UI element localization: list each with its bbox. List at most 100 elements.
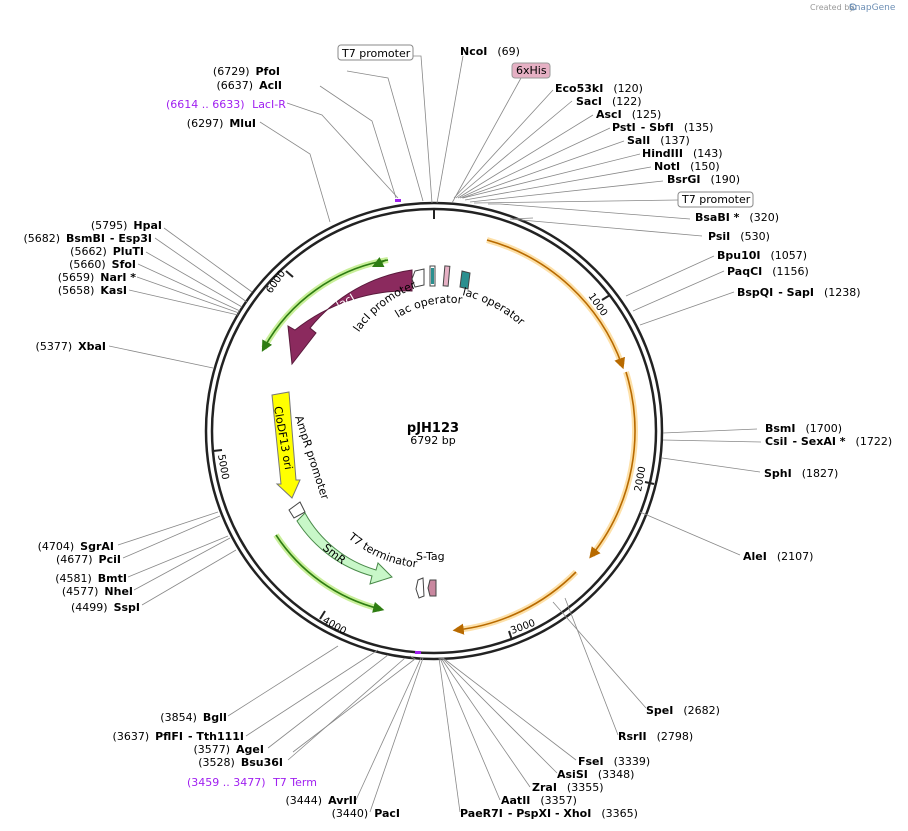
site-label-mlui[interactable]: (6297) MluI [187, 117, 256, 130]
site-pos: (3357) [540, 794, 577, 807]
site-label-sali[interactable]: SalI (137) [627, 134, 690, 147]
leader-lines [108, 55, 762, 813]
site-name: BspQI [737, 286, 773, 299]
site-label-xbai[interactable]: (5377) XbaI [36, 340, 106, 353]
site-label-bsmbi[interactable]: (5682) BsmBI - Esp3I [23, 232, 152, 245]
site-label-sphi[interactable]: SphI (1827) [764, 467, 838, 480]
site-label-paci[interactable]: (3440) PacI [332, 807, 400, 820]
site-label-hpai[interactable]: (5795) HpaI [91, 219, 162, 232]
site-pos: (190) [710, 173, 740, 186]
site-name: SspI [114, 601, 140, 614]
site-pos: (1156) [772, 265, 809, 278]
orf-orange-3[interactable] [452, 569, 579, 635]
site-pos: (3440) [332, 807, 369, 820]
site-label-sfoi[interactable]: (5660) SfoI [69, 258, 136, 271]
site-label-eco53ki[interactable]: Eco53kI (120) [555, 82, 643, 95]
site-name: RsrII [618, 730, 647, 743]
site-label-spei[interactable]: SpeI (2682) [646, 704, 720, 717]
t7-promoter-right-box[interactable]: T7 promoter [677, 191, 754, 208]
ampr-promoter-label: AmpR promoter [292, 414, 332, 502]
site-pos: (2682) [683, 704, 720, 717]
brand-logo: SnapGene [849, 3, 896, 13]
site-label-asci[interactable]: AscI (125) [596, 108, 661, 121]
primer-laci-r-mark[interactable] [395, 199, 401, 202]
site-label-asisi[interactable]: AsiSI (3348) [557, 768, 634, 781]
site-label-bmti[interactable]: (4581) BmtI [55, 572, 127, 585]
site-label-aatii[interactable]: AatII (3357) [501, 794, 577, 807]
left-site-labels: (6729) PfoI(6637) AclI (6297) MluI (5795) HpaI… [23, 65, 400, 820]
site-label-noti[interactable]: NotI (150) [654, 160, 720, 173]
site-name: PfoI [256, 65, 281, 78]
laci-feature[interactable]: lacI [287, 269, 413, 366]
site-label-pcii[interactable]: (4677) PciI [56, 553, 121, 566]
primer-t7-term-mark[interactable] [415, 651, 421, 654]
primer-laci-r-label[interactable]: (6614 .. 6633) LacI-R [166, 98, 286, 111]
orf-orange-1[interactable] [486, 237, 625, 370]
site-label-nhei[interactable]: (4577) NheI [62, 585, 133, 598]
site-pos: (1722) [856, 435, 893, 448]
site-label-bsmi[interactable]: BsmI (1700) [765, 422, 842, 435]
site-label-agei[interactable]: (3577) AgeI [193, 743, 264, 756]
site-label-zrai[interactable]: ZraI (3355) [532, 781, 604, 794]
site-pos: (3348) [598, 768, 635, 781]
site-label-saci[interactable]: SacI (122) [576, 95, 642, 108]
site-suffix: - Tth111I [188, 730, 244, 743]
site-label-alei[interactable]: AleI (2107) [743, 550, 813, 563]
site-label-bspqi[interactable]: BspQI - SapI (1238) [737, 286, 861, 299]
site-pos: (69) [497, 45, 520, 58]
site-label-bsabi[interactable]: BsaBI * (320) [695, 211, 779, 224]
lac-promoter-glyphs[interactable] [411, 265, 471, 290]
site-pos: (3355) [567, 781, 604, 794]
site-name: BsrGI [667, 173, 700, 186]
site-label-bsu36i[interactable]: (3528) Bsu36I [198, 756, 283, 769]
site-pos: (1057) [771, 249, 808, 262]
site-name: AgeI [236, 743, 264, 756]
site-pos: (150) [690, 160, 720, 173]
site-label-nari[interactable]: (5659) NarI * [58, 271, 137, 284]
clodf13-feature[interactable]: CloDF13 ori [271, 391, 301, 499]
site-label-psti[interactable]: PstI - SbfI (135) [612, 121, 713, 134]
site-label-bpu10i[interactable]: Bpu10I (1057) [717, 249, 807, 262]
site-label-fsei[interactable]: FseI (3339) [578, 755, 650, 768]
orf-green-top[interactable] [261, 256, 389, 352]
site-label-sgrai[interactable]: (4704) SgrAI [38, 540, 114, 553]
site-label-sspi[interactable]: (4499) SspI [71, 601, 140, 614]
his-tag-box[interactable]: 6xHis [511, 62, 551, 79]
site-label-avrii[interactable]: (3444) AvrII [286, 794, 357, 807]
site-name: FseI [578, 755, 604, 768]
site-label-kasi[interactable]: (5658) KasI [58, 284, 127, 297]
right-site-labels: NcoI (69)Eco53kI (120)SacI (122)AscI (125)Ps… [460, 45, 892, 820]
site-label-ncoi[interactable]: NcoI (69) [460, 45, 520, 58]
site-name: NotI [654, 160, 680, 173]
site-label-bsrgi[interactable]: BsrGI (190) [667, 173, 740, 186]
lac-operator-label-2: lac operator [461, 285, 527, 328]
primer-t7-term-label[interactable]: (3459 .. 3477) T7 Term [187, 776, 317, 789]
site-label-psii[interactable]: PsiI (530) [708, 230, 770, 243]
site-name: HpaI [133, 219, 162, 232]
site-label-paqci[interactable]: PaqCI (1156) [727, 265, 809, 278]
site-suffix: - SbfI [641, 121, 674, 134]
orf-green-bottom[interactable] [273, 533, 385, 613]
site-label-rsrii[interactable]: RsrII (2798) [618, 730, 693, 743]
s-tag-feature[interactable] [415, 577, 437, 599]
site-label-pflfi[interactable]: (3637) PflFI - Tth111I [113, 730, 244, 743]
t7-promoter-right-label: T7 promoter [681, 193, 751, 206]
site-label-pluti[interactable]: (5662) PluTI [70, 245, 144, 258]
credit-text: Created by [810, 3, 854, 12]
orf-orange-2[interactable] [589, 371, 638, 559]
site-label-pfoi[interactable]: (6729) PfoI [213, 65, 280, 78]
site-pos: (5377) [36, 340, 73, 353]
site-label-bgli[interactable]: (3854) BglI [160, 711, 227, 724]
site-name: AscI [596, 108, 622, 121]
t7-promoter-top-box[interactable]: T7 promoter [337, 44, 414, 61]
site-label-acli[interactable]: (6637) AclI [217, 79, 282, 92]
site-label-csii[interactable]: CsiI - SexAI * (1722) [765, 435, 892, 448]
site-pos: (2798) [657, 730, 694, 743]
site-name: BmtI [98, 572, 127, 585]
site-label-hindiii[interactable]: HindIII (143) [642, 147, 723, 160]
plasmid-size: 6792 bp [410, 434, 455, 447]
s-tag-label: S-Tag [416, 550, 445, 563]
site-name: BsmI [765, 422, 796, 435]
t7-promoter-top-label: T7 promoter [341, 47, 411, 60]
site-label-paer7i[interactable]: PaeR7I - PspXI - XhoI (3365) [460, 807, 638, 820]
